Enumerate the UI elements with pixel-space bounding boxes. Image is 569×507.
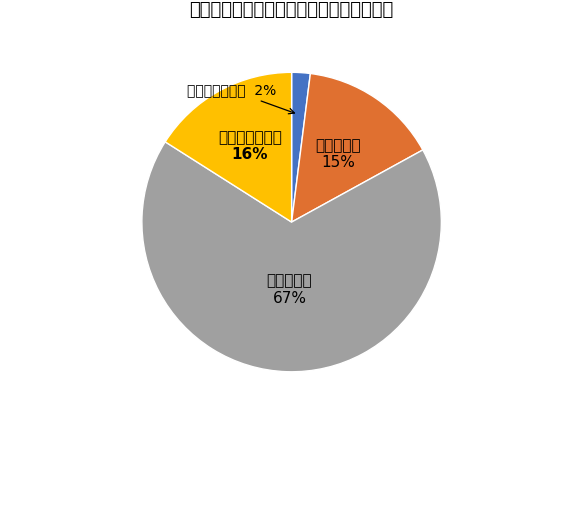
Title: ヨガは顔痩せに効果があると思いますか？: ヨガは顔痩せに効果があると思いますか？ [189, 2, 394, 19]
Text: 凄くあると思う  2%: 凄くあると思う 2% [187, 83, 294, 114]
Text: 実感はない
67%: 実感はない 67% [267, 273, 312, 306]
Text: 全く効果はない
16%: 全く効果はない 16% [218, 130, 282, 162]
Text: あると思う
15%: あると思う 15% [315, 138, 361, 170]
Wedge shape [291, 74, 423, 222]
Wedge shape [291, 73, 310, 222]
Wedge shape [142, 142, 442, 372]
Wedge shape [165, 73, 292, 222]
